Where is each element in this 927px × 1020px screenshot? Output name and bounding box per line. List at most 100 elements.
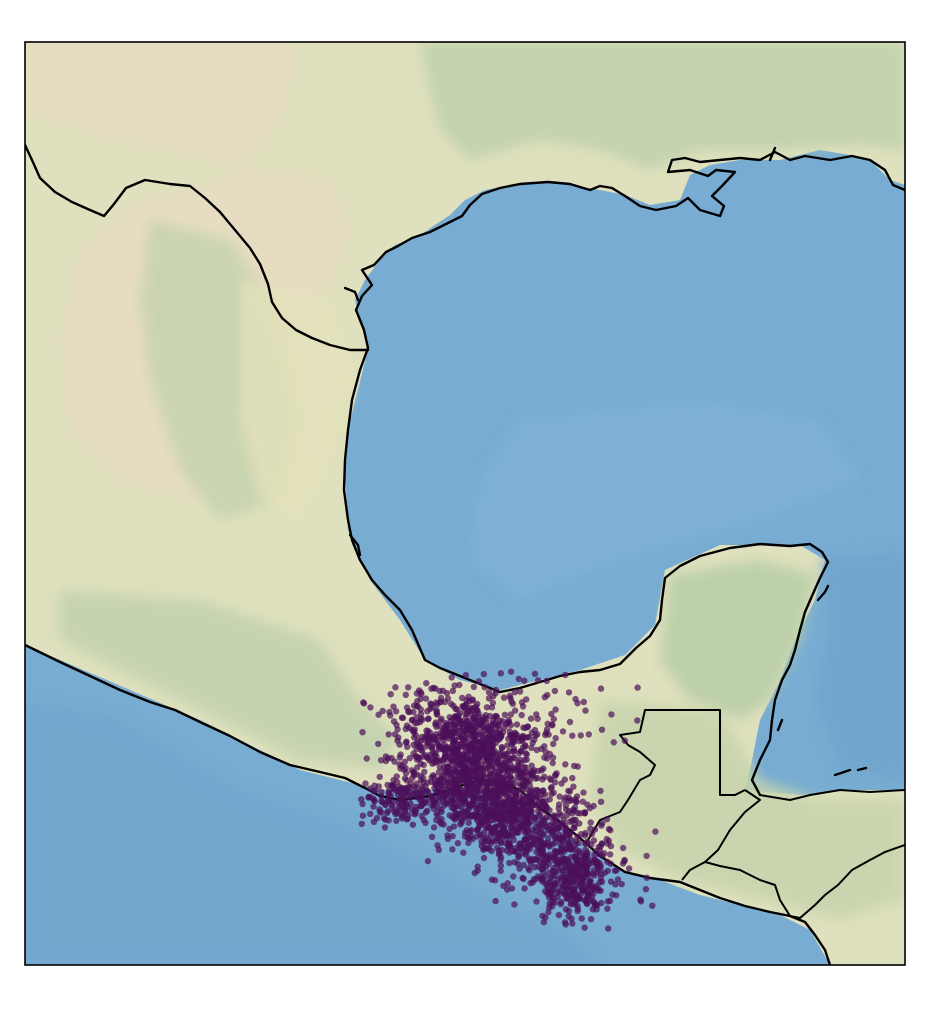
scatter-point [436, 764, 443, 771]
scatter-point [604, 867, 611, 875]
scatter-point [643, 852, 650, 860]
scatter-point [507, 668, 515, 675]
scatter-point [576, 895, 583, 902]
scatter-point [544, 890, 551, 897]
scatter-point [382, 816, 389, 823]
scatter-point [528, 762, 535, 769]
scatter-point [375, 740, 382, 748]
scatter-point [387, 712, 394, 719]
scatter-point [534, 677, 542, 684]
scatter-point [367, 704, 374, 711]
scatter-point [411, 726, 418, 733]
scatter-point [417, 715, 425, 722]
scatter-point [481, 808, 488, 815]
scatter-point [431, 779, 438, 786]
scatter-point [492, 897, 499, 905]
scatter-point [494, 781, 501, 789]
honduras-north-coast [759, 789, 905, 801]
scatter-point [487, 793, 495, 800]
scatter-point [559, 728, 567, 735]
scatter-point [560, 874, 568, 881]
scatter-point [387, 691, 394, 698]
scatter-point [541, 694, 548, 701]
scatter-point [458, 798, 466, 805]
scatter-point [457, 815, 464, 822]
scatter-point [595, 843, 602, 851]
scatter-point [497, 839, 505, 847]
scatter-point [367, 810, 374, 818]
scatter-point [642, 886, 650, 893]
scatter-point [370, 787, 377, 795]
scatter-point [402, 691, 409, 698]
scatter-point [383, 809, 391, 816]
scatter-point [451, 682, 458, 689]
scatter-point [376, 773, 383, 781]
scatter-point [550, 715, 557, 723]
scatter-point [418, 797, 426, 805]
scatter-point [363, 755, 370, 762]
scatter-point [555, 911, 563, 919]
scatter-point [492, 686, 500, 694]
scatter-point [478, 838, 485, 845]
scatter-point [523, 756, 530, 763]
scatter-point [506, 728, 513, 735]
scatter-point [580, 789, 587, 796]
scatter-point [385, 731, 392, 738]
scatter-point [550, 740, 557, 748]
scatter-point [510, 826, 518, 833]
scatter-point [424, 727, 432, 735]
scatter-point [563, 895, 570, 902]
scatter-point [574, 700, 581, 707]
scatter-point [474, 774, 481, 781]
scatter-point [561, 776, 568, 783]
scatter-point [557, 841, 564, 848]
scatter-point [370, 818, 378, 825]
scatter-point [637, 896, 644, 903]
scatter-point [528, 797, 536, 804]
scatter-point [393, 817, 400, 824]
scatter-point [422, 752, 429, 759]
scatter-point [506, 757, 513, 764]
scatter-point [552, 771, 559, 779]
scatter-point [538, 767, 545, 774]
scatter-point [429, 704, 436, 711]
scatter-point [481, 752, 488, 759]
scatter-point [546, 807, 553, 814]
scatter-point [438, 715, 445, 722]
scatter-point [464, 707, 472, 715]
scatter-point [581, 832, 589, 839]
scatter-point [569, 774, 576, 782]
scatter-point [587, 915, 595, 923]
belize-border [719, 710, 746, 796]
scatter-point [618, 881, 625, 888]
scatter-point [604, 905, 611, 912]
scatter-point [459, 703, 466, 710]
scatter-point [499, 718, 506, 725]
scatter-point [455, 771, 462, 778]
scatter-point [549, 759, 556, 767]
scatter-point [470, 683, 478, 691]
honduras-islands [833, 766, 868, 777]
scatter-point [519, 850, 526, 857]
scatter-point [492, 824, 499, 831]
scatter-point [375, 711, 382, 718]
scatter-point [574, 809, 581, 817]
scatter-point [467, 802, 474, 809]
scatter-point [591, 826, 599, 833]
scatter-point [444, 695, 452, 702]
scatter-point [418, 783, 426, 791]
scatter-point [558, 898, 565, 906]
scatter-point [557, 864, 564, 872]
scatter-point [431, 773, 438, 780]
scatter-point [476, 781, 484, 788]
scatter-point [534, 731, 541, 738]
laguna-madre [343, 286, 360, 302]
scatter-point [511, 689, 518, 696]
scatter-point [413, 780, 420, 787]
scatter-point [548, 790, 555, 797]
gulf-coastline [342, 150, 905, 797]
scatter-point [501, 809, 508, 816]
belize-offshore [776, 718, 784, 732]
pacific-deep-patch [25, 700, 600, 965]
